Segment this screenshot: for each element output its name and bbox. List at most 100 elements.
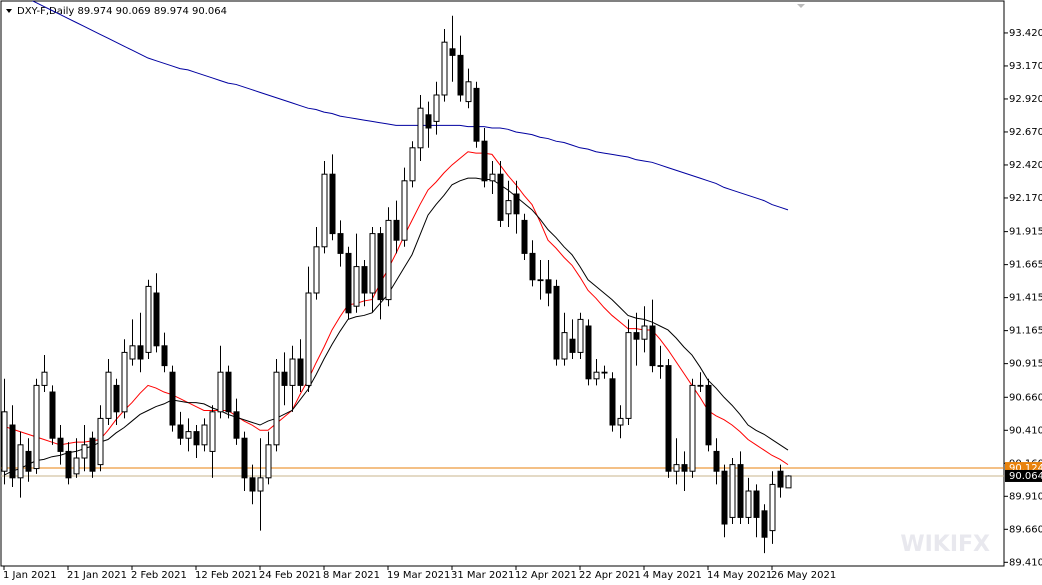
- candle-body: [17, 444, 24, 479]
- candle-body: [369, 233, 376, 294]
- candle-body: [225, 371, 232, 413]
- candle-body: [617, 417, 624, 426]
- x-tick-label: 31 Mar 2021: [451, 570, 514, 581]
- candle-body: [777, 470, 784, 488]
- candle-body: [553, 285, 560, 360]
- y-tick-label: 91.165: [1009, 326, 1042, 337]
- candle-body: [521, 219, 528, 254]
- price-tag-label: 90.064: [1009, 471, 1042, 482]
- candle-body: [689, 384, 696, 472]
- candle-body: [561, 332, 568, 360]
- candle-body: [281, 371, 288, 386]
- candle-body: [577, 318, 584, 353]
- candle-body: [145, 285, 152, 353]
- candle-body: [625, 332, 632, 419]
- x-tick-label: 8 Mar 2021: [323, 570, 380, 581]
- candle-body: [41, 371, 48, 386]
- indicator-line: [3, 177, 789, 476]
- candle-body: [585, 325, 592, 380]
- candle-body: [9, 424, 16, 479]
- candle-body: [1, 411, 8, 472]
- x-tick-label: 19 Mar 2021: [387, 570, 450, 581]
- candle-body: [785, 475, 792, 489]
- candle-body: [593, 371, 600, 380]
- candle-body: [329, 173, 336, 235]
- y-tick-label: 90.660: [1009, 392, 1042, 403]
- price-tag: [1005, 469, 1042, 482]
- y-tick-label: 92.670: [1009, 127, 1042, 138]
- candle-body: [529, 252, 536, 281]
- candle-body: [465, 81, 472, 103]
- candle-body: [321, 173, 328, 248]
- x-tick-label: 1 Jan 2021: [3, 570, 57, 581]
- candle-body: [505, 200, 512, 215]
- candle-body: [33, 384, 40, 470]
- y-tick-label: 93.420: [1009, 28, 1042, 39]
- x-tick-label: 4 May 2021: [643, 570, 702, 581]
- candle-body: [769, 483, 776, 532]
- candle-body: [193, 431, 200, 446]
- candle-body: [137, 345, 144, 360]
- candle-body: [633, 332, 640, 340]
- menu-arrow[interactable]: [6, 9, 12, 13]
- x-tick-label: 21 Jan 2021: [67, 570, 127, 581]
- candle-body: [433, 94, 440, 122]
- candle-body: [249, 477, 256, 492]
- x-tick-label: 14 May 2021: [707, 570, 772, 581]
- candle-body: [105, 371, 112, 419]
- candle-body: [81, 444, 88, 459]
- x-tick-label: 22 Apr 2021: [579, 570, 641, 581]
- candle-body: [233, 411, 240, 439]
- shift-marker: [797, 4, 805, 8]
- candle-body: [273, 371, 280, 446]
- x-tick-label: 24 Feb 2021: [259, 570, 321, 581]
- candle-body: [289, 358, 296, 386]
- candle-body: [353, 266, 360, 307]
- candle-body: [313, 246, 320, 294]
- candle-body: [337, 233, 344, 254]
- candle-body: [545, 279, 552, 294]
- y-tick-label: 91.665: [1009, 260, 1042, 271]
- candle-body: [441, 41, 448, 96]
- candle-body: [713, 450, 720, 472]
- candle-body: [761, 510, 768, 538]
- candle-body: [649, 325, 656, 367]
- x-tick-label: 26 May 2021: [771, 570, 836, 581]
- candle-body: [121, 351, 128, 413]
- candle-body: [217, 371, 224, 413]
- candle-body: [73, 457, 80, 475]
- candle-body: [753, 490, 760, 518]
- candle-body: [297, 358, 304, 386]
- candle-body: [129, 345, 136, 360]
- candle-body: [417, 107, 424, 149]
- candle-body: [65, 450, 72, 479]
- y-tick-label: 91.415: [1009, 293, 1042, 304]
- candle-body: [601, 371, 608, 374]
- candle-body: [305, 292, 312, 386]
- candle-body: [49, 391, 56, 439]
- candle-body: [25, 450, 32, 472]
- x-tick-label: 2 Feb 2021: [131, 570, 187, 581]
- axes: 93.420 93.170 92.920 92.670 92.420 92.170 91.9…: [3, 28, 1042, 581]
- candle-body: [489, 173, 496, 182]
- chart-title: DXY-F,Daily 89.974 90.069 89.974 90.064: [17, 6, 227, 17]
- candle-body: [609, 378, 616, 426]
- candle-body: [673, 464, 680, 472]
- candle-body: [385, 219, 392, 301]
- candle-body: [425, 114, 432, 129]
- candle-body: [681, 464, 688, 472]
- candle-body: [729, 464, 736, 518]
- candle-body: [361, 266, 368, 294]
- x-tick-label: 12 Feb 2021: [195, 570, 257, 581]
- candle-body: [265, 444, 272, 479]
- candle-body: [657, 365, 664, 367]
- y-tick-label: 89.410: [1009, 557, 1042, 568]
- y-tick-label: 93.170: [1009, 61, 1042, 72]
- candle-body: [57, 437, 64, 452]
- watermark: WIKIFX: [900, 532, 990, 557]
- candle-body: [665, 365, 672, 472]
- candle-body: [241, 437, 248, 479]
- plot-area: [1, 1, 1004, 554]
- candle-body: [409, 147, 416, 182]
